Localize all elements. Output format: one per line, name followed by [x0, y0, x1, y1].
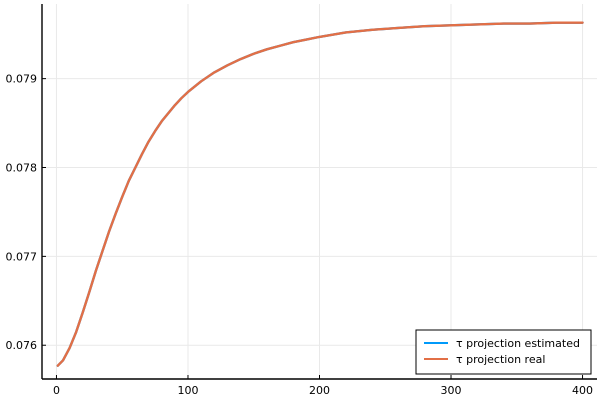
x-tick-label: 300	[441, 384, 462, 397]
y-tick-label: 0.077	[6, 250, 38, 263]
y-tick-label: 0.076	[6, 339, 38, 352]
legend: τ projection estimated τ projection real	[415, 329, 592, 375]
y-tick-label: 0.078	[6, 162, 38, 175]
x-tick-label: 400	[572, 384, 593, 397]
series-lines	[56, 21, 584, 367]
y-tick-label: 0.079	[6, 73, 38, 86]
series-line-1	[56, 21, 584, 367]
x-tick-label: 100	[177, 384, 198, 397]
x-tick-label: 200	[309, 384, 330, 397]
legend-label-0: τ projection estimated	[456, 337, 580, 350]
axes	[41, 4, 597, 380]
x-tick-label: 0	[53, 384, 60, 397]
tick-labels: 0 100 200 300 400 0.076 0.077 0.078 0.079	[6, 73, 594, 397]
legend-box	[415, 329, 592, 375]
legend-label-1: τ projection real	[456, 353, 545, 366]
